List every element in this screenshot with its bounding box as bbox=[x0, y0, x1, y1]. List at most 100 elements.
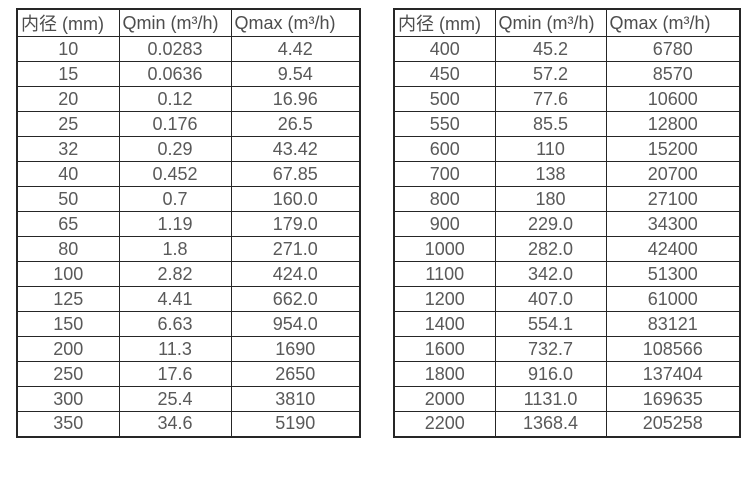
table-row: 900 229.0 34300 bbox=[393, 211, 741, 237]
qmin-cell: 85.5 bbox=[494, 111, 607, 137]
qmax-cell: 43.42 bbox=[230, 136, 361, 162]
diameter-cell: 600 bbox=[393, 136, 496, 162]
qmin-cell: 25.4 bbox=[118, 386, 232, 412]
diameter-cell: 1400 bbox=[393, 311, 496, 337]
table-row: 300 25.4 3810 bbox=[16, 386, 361, 412]
table-row: 1400 554.1 83121 bbox=[393, 311, 741, 337]
qmin-cell: 180 bbox=[494, 186, 607, 212]
qmax-cell: 179.0 bbox=[230, 211, 361, 237]
qmin-cell: 1.19 bbox=[118, 211, 232, 237]
diameter-cell: 1100 bbox=[393, 261, 496, 287]
table-row: 450 57.2 8570 bbox=[393, 61, 741, 87]
qmax-cell: 662.0 bbox=[230, 286, 361, 312]
table-row: 350 34.6 5190 bbox=[16, 411, 361, 437]
table-row: 700 138 20700 bbox=[393, 161, 741, 187]
qmax-cell: 8570 bbox=[605, 61, 741, 87]
table-row: 1000 282.0 42400 bbox=[393, 236, 741, 262]
diameter-cell: 800 bbox=[393, 186, 496, 212]
table-row: 600 110 15200 bbox=[393, 136, 741, 162]
qmax-cell: 67.85 bbox=[230, 161, 361, 187]
qmax-cell: 271.0 bbox=[230, 236, 361, 262]
column-header-qmin: Qmin (m³/h) bbox=[494, 8, 607, 37]
qmax-cell: 160.0 bbox=[230, 186, 361, 212]
diameter-cell: 300 bbox=[16, 386, 120, 412]
table-row: 250 17.6 2650 bbox=[16, 361, 361, 387]
diameter-cell: 25 bbox=[16, 111, 120, 137]
table-row: 550 85.5 12800 bbox=[393, 111, 741, 137]
qmax-cell: 1690 bbox=[230, 336, 361, 362]
column-header-diameter: 内径 (mm) bbox=[393, 8, 496, 37]
table-row: 40 0.452 67.85 bbox=[16, 161, 361, 187]
tables-container: 内径 (mm) Qmin (m³/h) Qmax (m³/h) 10 0.0283 4.… bbox=[16, 8, 741, 438]
qmin-cell: 0.176 bbox=[118, 111, 232, 137]
diameter-cell: 1800 bbox=[393, 361, 496, 387]
table-row: 1200 407.0 61000 bbox=[393, 286, 741, 312]
table-row: 125 4.41 662.0 bbox=[16, 286, 361, 312]
table-row: 65 1.19 179.0 bbox=[16, 211, 361, 237]
diameter-cell: 125 bbox=[16, 286, 120, 312]
qmax-cell: 2650 bbox=[230, 361, 361, 387]
diameter-cell: 100 bbox=[16, 261, 120, 287]
table-row: 200 11.3 1690 bbox=[16, 336, 361, 362]
qmax-cell: 15200 bbox=[605, 136, 741, 162]
table-row: 1800 916.0 137404 bbox=[393, 361, 741, 387]
diameter-cell: 550 bbox=[393, 111, 496, 137]
column-header-qmax: Qmax (m³/h) bbox=[230, 8, 361, 37]
diameter-cell: 40 bbox=[16, 161, 120, 187]
qmin-cell: 0.0283 bbox=[118, 36, 232, 62]
qmin-cell: 34.6 bbox=[118, 411, 232, 437]
table-row: 2200 1368.4 205258 bbox=[393, 411, 741, 437]
column-header-diameter: 内径 (mm) bbox=[16, 8, 120, 37]
qmin-cell: 0.0636 bbox=[118, 61, 232, 87]
qmin-cell: 1131.0 bbox=[494, 386, 607, 412]
qmax-cell: 51300 bbox=[605, 261, 741, 287]
diameter-cell: 80 bbox=[16, 236, 120, 262]
qmin-cell: 342.0 bbox=[494, 261, 607, 287]
qmax-cell: 108566 bbox=[605, 336, 741, 362]
diameter-cell: 900 bbox=[393, 211, 496, 237]
qmin-cell: 916.0 bbox=[494, 361, 607, 387]
qmax-cell: 26.5 bbox=[230, 111, 361, 137]
qmax-cell: 42400 bbox=[605, 236, 741, 262]
qmin-cell: 1368.4 bbox=[494, 411, 607, 437]
qmin-cell: 57.2 bbox=[494, 61, 607, 87]
qmin-cell: 554.1 bbox=[494, 311, 607, 337]
table-row: 150 6.63 954.0 bbox=[16, 311, 361, 337]
qmin-cell: 138 bbox=[494, 161, 607, 187]
qmax-cell: 3810 bbox=[230, 386, 361, 412]
qmax-cell: 169635 bbox=[605, 386, 741, 412]
qmin-cell: 45.2 bbox=[494, 36, 607, 62]
diameter-cell: 10 bbox=[16, 36, 120, 62]
qmax-cell: 4.42 bbox=[230, 36, 361, 62]
qmin-cell: 1.8 bbox=[118, 236, 232, 262]
table-row: 32 0.29 43.42 bbox=[16, 136, 361, 162]
diameter-cell: 450 bbox=[393, 61, 496, 87]
table-row: 10 0.0283 4.42 bbox=[16, 36, 361, 62]
diameter-cell: 20 bbox=[16, 86, 120, 112]
qmax-cell: 16.96 bbox=[230, 86, 361, 112]
diameter-cell: 350 bbox=[16, 411, 120, 437]
diameter-cell: 400 bbox=[393, 36, 496, 62]
table-row: 800 180 27100 bbox=[393, 186, 741, 212]
qmin-cell: 2.82 bbox=[118, 261, 232, 287]
table-row: 80 1.8 271.0 bbox=[16, 236, 361, 262]
qmax-cell: 12800 bbox=[605, 111, 741, 137]
qmin-cell: 77.6 bbox=[494, 86, 607, 112]
qmin-cell: 17.6 bbox=[118, 361, 232, 387]
qmax-cell: 954.0 bbox=[230, 311, 361, 337]
diameter-cell: 1600 bbox=[393, 336, 496, 362]
qmin-cell: 282.0 bbox=[494, 236, 607, 262]
diameter-cell: 2200 bbox=[393, 411, 496, 437]
header-row: 内径 (mm) Qmin (m³/h) Qmax (m³/h) bbox=[16, 8, 361, 37]
qmin-cell: 11.3 bbox=[118, 336, 232, 362]
table-row: 100 2.82 424.0 bbox=[16, 261, 361, 287]
qmin-cell: 0.452 bbox=[118, 161, 232, 187]
table-row: 1100 342.0 51300 bbox=[393, 261, 741, 287]
diameter-cell: 32 bbox=[16, 136, 120, 162]
column-header-qmax: Qmax (m³/h) bbox=[605, 8, 741, 37]
qmax-cell: 137404 bbox=[605, 361, 741, 387]
diameter-cell: 2000 bbox=[393, 386, 496, 412]
table-row: 2000 1131.0 169635 bbox=[393, 386, 741, 412]
qmax-cell: 20700 bbox=[605, 161, 741, 187]
